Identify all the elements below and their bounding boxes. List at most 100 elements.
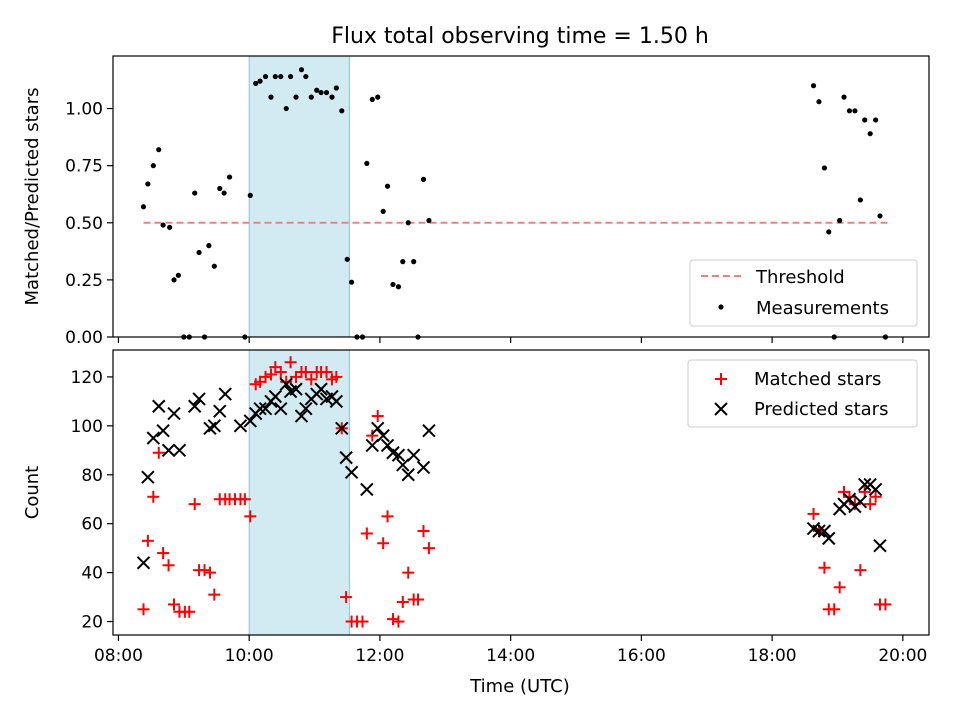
predicted-point (391, 448, 406, 462)
count-y-axis-label: Count (22, 466, 43, 519)
measurement-point (217, 185, 223, 192)
measurement-point (867, 131, 873, 137)
count-plot-frame (112, 349, 930, 636)
measurement-point (298, 67, 305, 73)
matched-point (807, 507, 820, 520)
measurement-point (816, 99, 822, 105)
predicted-point (233, 419, 248, 433)
predicted-point (243, 414, 257, 428)
predicted-point (136, 556, 151, 570)
x-tick-label: 12:00 (355, 646, 404, 666)
matched-point (280, 375, 293, 388)
ratio-y-axis-label: Matched/Predicted stars (22, 88, 43, 306)
measurement-point (841, 94, 847, 100)
matched-point (340, 591, 353, 604)
matched-point (371, 410, 384, 423)
measurement-point (171, 277, 177, 283)
predicted-point (218, 387, 232, 401)
y-tick-label: 80 (81, 466, 103, 486)
x-axis-label: Time (UTC) (469, 676, 570, 697)
predicted-point (396, 458, 410, 472)
count-points (136, 356, 892, 628)
measurement-point (253, 80, 259, 87)
matched-point (137, 603, 150, 616)
y-tick-label: 0.25 (65, 271, 103, 291)
matched-point (366, 429, 379, 442)
count-legend-box (687, 359, 918, 428)
y-tick-label: 40 (81, 564, 103, 584)
measurement-point (857, 197, 863, 203)
measurement-point (862, 117, 868, 123)
ratio-legend-box (689, 259, 918, 327)
y-tick-label: 120 (71, 368, 103, 388)
predicted-point (842, 492, 857, 506)
measurement-point (268, 94, 274, 100)
predicted-point (146, 431, 161, 445)
chart-title: Flux total observing time = 1.50 h (331, 24, 709, 49)
matched-point (869, 490, 882, 503)
measurement-point (293, 94, 299, 100)
predicted-point (858, 477, 872, 492)
predicted-point (156, 424, 170, 438)
x-tick-label: 16:00 (617, 646, 666, 666)
measurement-point (308, 94, 314, 100)
matched-point (422, 542, 435, 555)
predicted-point (376, 428, 390, 443)
matched-point (141, 534, 154, 547)
measurement-point (318, 89, 324, 96)
predicted-point (299, 402, 313, 416)
measurement-point (278, 73, 284, 80)
measurement-point (348, 279, 355, 285)
matched-point (356, 615, 369, 628)
measurement-point (369, 96, 375, 103)
ratio-panel: 0.00 0.25 0.50 0.75 1.00 Matched/Predicted s… (22, 55, 930, 348)
matched-point (238, 493, 251, 506)
measurement-point (426, 217, 432, 224)
matched-point (299, 366, 312, 379)
measurement-point (196, 249, 202, 256)
predicted-point (314, 382, 328, 396)
count-axis-ticks: 20 40 60 80 100 120 08:00 10:00 12:00 14:00 16:00 1… (71, 368, 928, 666)
threshold-legend-label: Threshold (755, 267, 845, 288)
matched-point (208, 588, 221, 601)
measurement-point (375, 94, 381, 100)
measurement-point (211, 263, 217, 269)
matched-point (396, 595, 409, 608)
matched-point (320, 366, 333, 379)
matched-point (330, 370, 343, 383)
measurement-point (192, 190, 198, 196)
count-legend: Matched stars Predicted stars (687, 359, 918, 428)
matched-point (864, 498, 877, 511)
y-tick-label: 1.00 (65, 100, 103, 120)
predicted-point (167, 406, 181, 421)
measurement-point (303, 73, 309, 80)
y-tick-label: 100 (71, 417, 103, 437)
predicted-point (335, 421, 349, 435)
measurement-point (175, 272, 181, 278)
x-tick-label: 08:00 (94, 646, 143, 666)
matched-point (162, 559, 175, 572)
matched-point (417, 525, 430, 538)
y-tick-label: 0.75 (65, 157, 103, 177)
matched-point (168, 598, 181, 611)
predicted-point (258, 402, 273, 416)
y-tick-label: 0.50 (65, 214, 103, 234)
predicted-point (172, 443, 187, 458)
measurement-point (380, 208, 386, 214)
measurement-point (364, 160, 370, 166)
x-tick-label: 18:00 (748, 646, 797, 666)
matched-point (381, 510, 394, 523)
measurement-point (226, 174, 233, 180)
predicted-point (817, 524, 832, 538)
predicted-point (279, 377, 293, 391)
matched-point (360, 527, 373, 540)
matched-point (386, 613, 399, 626)
predicted-legend-label: Predicted stars (754, 399, 888, 420)
measurement-point (344, 256, 350, 262)
predicted-point (329, 394, 344, 409)
predicted-point (289, 382, 303, 396)
predicted-point (401, 468, 415, 482)
matched-legend-swatch (715, 373, 727, 385)
measurement-point (206, 243, 212, 249)
